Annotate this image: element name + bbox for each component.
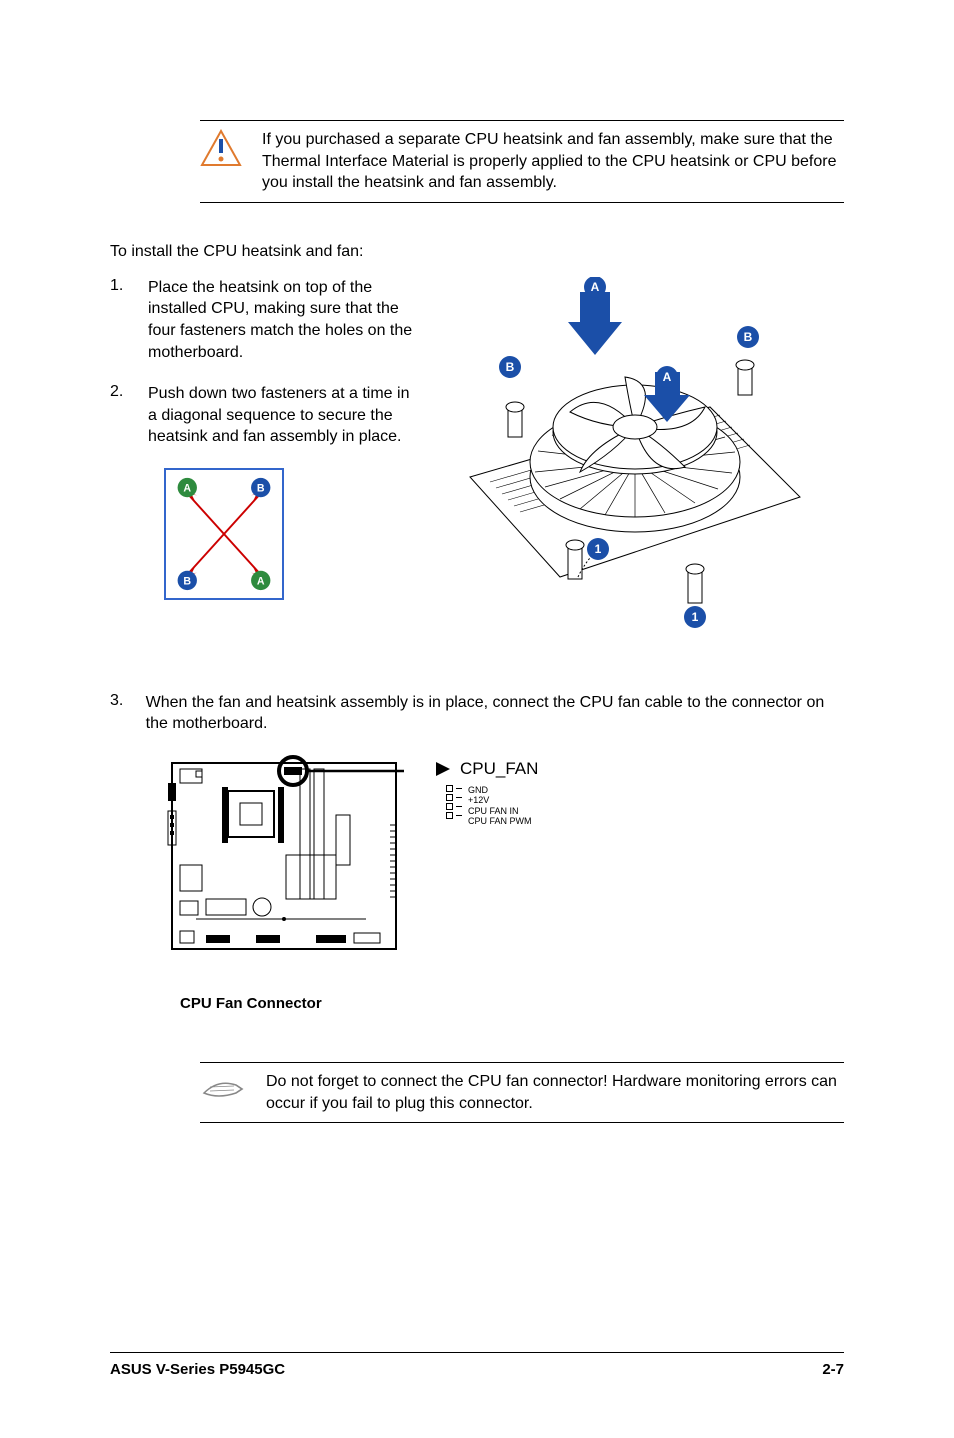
svg-text:B: B — [744, 330, 753, 344]
steps-list: Place the heatsink on top of the install… — [110, 277, 420, 448]
pin-label: CPU FAN PWM — [468, 816, 532, 826]
page-footer: ASUS V-Series P5945GC 2-7 — [110, 1352, 844, 1378]
caution-box: If you purchased a separate CPU heatsink… — [200, 120, 844, 203]
step-3-number: 3. — [110, 692, 126, 735]
svg-text:A: A — [591, 280, 600, 294]
svg-text:A: A — [257, 575, 265, 587]
fan-connector-details: CPU_FAN GND +12V CPU FAN IN CPU FAN PWM — [436, 755, 538, 826]
motherboard-diagram — [166, 755, 406, 985]
pin-label: GND — [468, 785, 532, 795]
step-3: 3. When the fan and heatsink assembly is… — [110, 692, 844, 735]
mb-caption: CPU Fan Connector — [180, 995, 844, 1012]
heatsink-illustration: A B B A 1 1 — [450, 277, 810, 647]
svg-text:B: B — [183, 575, 191, 587]
step-2: Push down two fasteners at a time in a d… — [110, 383, 420, 448]
svg-text:A: A — [663, 370, 672, 384]
step-1: Place the heatsink on top of the install… — [110, 277, 420, 363]
step-3-text: When the fan and heatsink assembly is in… — [146, 692, 844, 735]
note-box: Do not forget to connect the CPU fan con… — [200, 1062, 844, 1123]
svg-text:1: 1 — [692, 610, 699, 624]
pin-label: +12V — [468, 795, 532, 805]
motherboard-figure: CPU_FAN GND +12V CPU FAN IN CPU FAN PWM — [166, 755, 844, 985]
svg-text:A: A — [183, 482, 191, 494]
svg-text:B: B — [506, 360, 515, 374]
footer-product: ASUS V-Series P5945GC — [110, 1361, 285, 1378]
arrow-icon — [436, 762, 450, 776]
diagonal-sequence-diagram: A B B A — [164, 468, 284, 600]
steps-column: Place the heatsink on top of the install… — [110, 277, 420, 652]
pencil-icon — [200, 1075, 246, 1103]
intro-text: To install the CPU heatsink and fan: — [110, 243, 844, 261]
cpu-fan-label: CPU_FAN — [460, 759, 538, 779]
pin-diagram: GND +12V CPU FAN IN CPU FAN PWM — [446, 785, 538, 826]
pin-label: CPU FAN IN — [468, 806, 532, 816]
footer-page-number: 2-7 — [822, 1361, 844, 1378]
install-columns: Place the heatsink on top of the install… — [110, 277, 844, 652]
caution-text: If you purchased a separate CPU heatsink… — [262, 129, 844, 194]
note-text: Do not forget to connect the CPU fan con… — [266, 1071, 844, 1114]
caution-icon — [200, 129, 242, 167]
svg-text:1: 1 — [595, 542, 602, 556]
heatsink-figure: A B B A 1 1 — [450, 277, 844, 652]
svg-text:B: B — [257, 482, 265, 494]
